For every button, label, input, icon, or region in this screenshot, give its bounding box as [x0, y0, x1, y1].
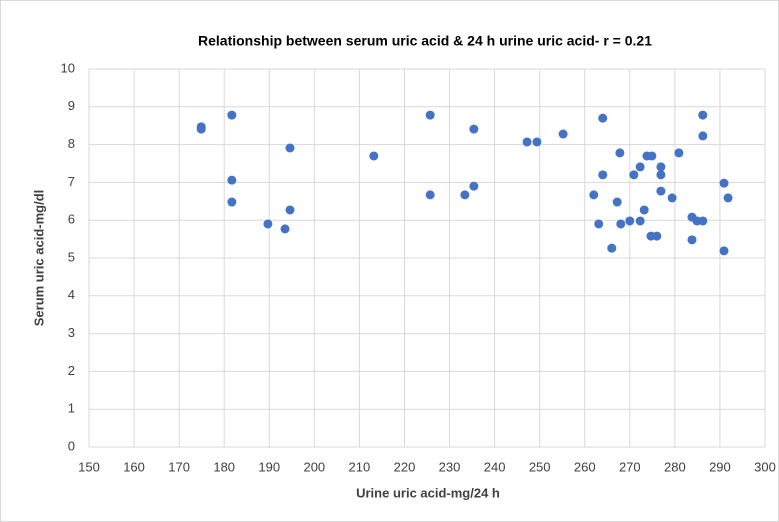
point [612, 197, 622, 207]
point [698, 110, 708, 120]
x-axis-title: Urine uric acid-mg/24 h [356, 485, 500, 500]
chart-title: Relationship between serum uric acid & 2… [198, 33, 652, 49]
y-tick-label: 5 [68, 249, 75, 264]
point [667, 193, 677, 203]
point [280, 224, 290, 234]
y-tick-label: 1 [68, 401, 75, 416]
y-tick-label: 10 [61, 60, 75, 75]
point [723, 193, 733, 203]
point [647, 151, 657, 161]
x-tick-label: 300 [754, 459, 776, 474]
point [227, 110, 237, 120]
point [532, 137, 542, 147]
x-tick-label: 280 [664, 459, 686, 474]
point [698, 131, 708, 141]
point [656, 170, 666, 180]
point [460, 190, 470, 200]
point [656, 186, 666, 196]
point [285, 205, 295, 215]
point [719, 178, 729, 188]
x-tick-label: 210 [349, 459, 371, 474]
point [425, 110, 435, 120]
y-tick-label: 0 [68, 438, 75, 453]
point [598, 170, 608, 180]
point [469, 124, 479, 134]
point [674, 148, 684, 158]
point [698, 216, 708, 226]
point [635, 216, 645, 226]
point [263, 219, 273, 229]
x-tick-label: 270 [619, 459, 641, 474]
y-tick-label: 9 [68, 98, 75, 113]
x-tick-label: 220 [394, 459, 416, 474]
point [687, 235, 697, 245]
x-tick-label: 190 [258, 459, 280, 474]
point [285, 143, 295, 153]
point [629, 170, 639, 180]
y-tick-label: 2 [68, 363, 75, 378]
x-tick-label: 230 [439, 459, 461, 474]
y-tick-label: 4 [68, 287, 75, 302]
point [719, 246, 729, 256]
point [558, 129, 568, 139]
x-tick-label: 290 [709, 459, 731, 474]
point [469, 181, 479, 191]
point [616, 219, 626, 229]
point [196, 124, 206, 134]
x-tick-label: 150 [78, 459, 100, 474]
point [227, 175, 237, 185]
y-tick-label: 8 [68, 136, 75, 151]
x-tick-label: 170 [168, 459, 190, 474]
point [598, 113, 608, 123]
point [652, 231, 662, 241]
point [635, 162, 645, 172]
point [639, 205, 649, 215]
x-tick-label: 240 [484, 459, 506, 474]
y-tick-label: 3 [68, 325, 75, 340]
point [594, 219, 604, 229]
x-tick-label: 160 [123, 459, 145, 474]
point [369, 151, 379, 161]
point [522, 137, 532, 147]
point [425, 190, 435, 200]
x-tick-label: 250 [529, 459, 551, 474]
y-tick-label: 7 [68, 174, 75, 189]
x-tick-label: 200 [303, 459, 325, 474]
point [589, 190, 599, 200]
point [625, 216, 635, 226]
point [227, 197, 237, 207]
y-tick-label: 6 [68, 212, 75, 227]
point [607, 243, 617, 253]
point [615, 148, 625, 158]
x-tick-label: 180 [213, 459, 235, 474]
x-tick-label: 260 [574, 459, 596, 474]
y-axis-title: Serum uric acid-mg/dl [31, 190, 46, 327]
point [656, 162, 666, 172]
